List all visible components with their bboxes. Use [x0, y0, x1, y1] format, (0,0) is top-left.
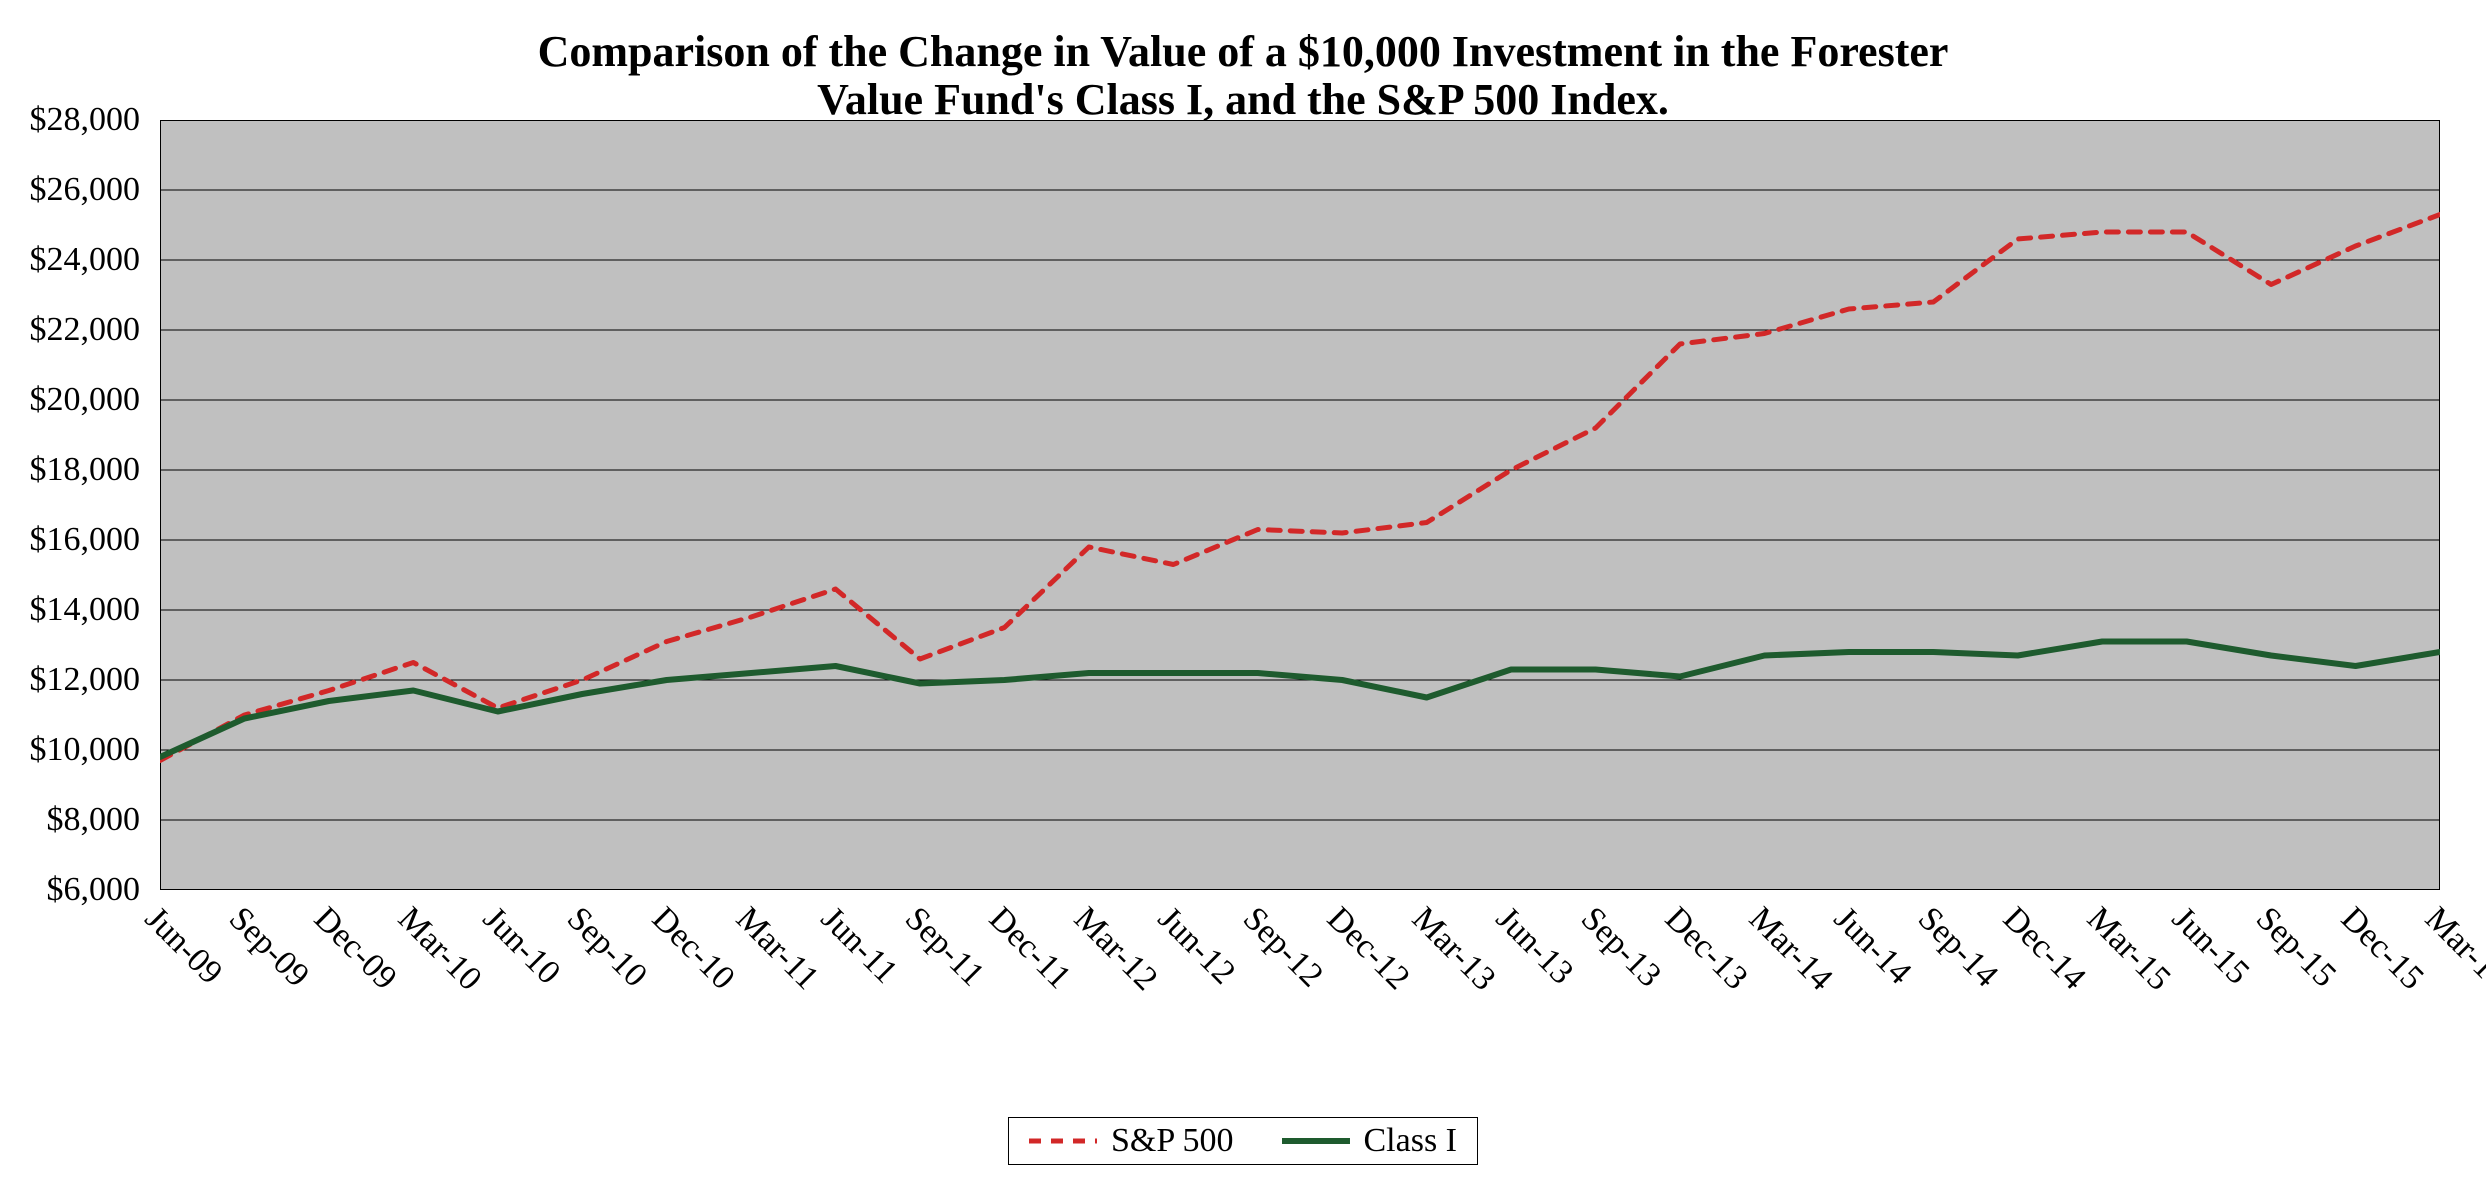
x-tick-label: Jun-11 [813, 900, 904, 991]
y-tick-label: $28,000 [30, 101, 141, 139]
y-tick-label: $22,000 [30, 311, 141, 349]
x-tick-label: Dec-10 [644, 900, 742, 998]
x-tick-label: Sep-11 [897, 900, 991, 994]
x-tick-label: Mar-13 [1404, 900, 1502, 998]
x-tick-label: Jun-13 [1488, 900, 1580, 992]
x-tick-label: Mar-10 [390, 900, 488, 998]
x-tick-label: Sep-09 [222, 900, 317, 995]
x-tick-label: Sep-12 [1235, 900, 1330, 995]
x-tick-label: Mar-16 [2417, 900, 2486, 998]
x-tick-label: Dec-13 [1657, 900, 1755, 998]
chart-container: Comparison of the Change in Value of a $… [0, 0, 2486, 1179]
x-tick-label: Sep-15 [2248, 900, 2343, 995]
y-tick-label: $12,000 [30, 661, 141, 699]
plot-area [160, 120, 2440, 890]
x-tick-label: Sep-13 [1573, 900, 1668, 995]
legend-item-sp500: S&P 500 [1029, 1122, 1234, 1160]
legend-swatch-class-i [1282, 1129, 1350, 1153]
x-tick-label: Mar-15 [2079, 900, 2177, 998]
x-tick-label: Dec-15 [2333, 900, 2431, 998]
y-axis-labels: $6,000$8,000$10,000$12,000$14,000$16,000… [0, 120, 150, 890]
y-tick-label: $24,000 [30, 241, 141, 279]
y-tick-label: $14,000 [30, 591, 141, 629]
y-tick-label: $6,000 [47, 871, 141, 909]
legend-item-class-i: Class I [1282, 1122, 1458, 1160]
legend-label-class-i: Class I [1364, 1122, 1458, 1160]
x-tick-label: Jun-09 [137, 900, 229, 992]
y-tick-label: $16,000 [30, 521, 141, 559]
legend: S&P 500 Class I [1008, 1117, 1478, 1165]
chart-title-line-1: Comparison of the Change in Value of a $… [538, 27, 1949, 76]
y-tick-label: $8,000 [47, 801, 141, 839]
x-tick-label: Jun-10 [475, 900, 567, 992]
x-tick-label: Mar-11 [728, 900, 826, 998]
x-tick-label: Dec-14 [1995, 900, 2093, 998]
x-tick-label: Jun-12 [1150, 900, 1242, 992]
x-tick-label: Mar-12 [1066, 900, 1164, 998]
x-tick-label: Sep-14 [1910, 900, 2005, 995]
chart-title: Comparison of the Change in Value of a $… [0, 28, 2486, 125]
legend-label-sp500: S&P 500 [1111, 1122, 1234, 1160]
x-tick-label: Sep-10 [559, 900, 654, 995]
legend-swatch-sp500 [1029, 1129, 1097, 1153]
x-tick-label: Dec-09 [306, 900, 404, 998]
chart-title-line-2: Value Fund's Class I, and the S&P 500 In… [817, 75, 1669, 124]
x-tick-label: Dec-11 [982, 900, 1079, 997]
y-tick-label: $18,000 [30, 451, 141, 489]
y-tick-label: $10,000 [30, 731, 141, 769]
y-tick-label: $20,000 [30, 381, 141, 419]
x-tick-label: Jun-14 [1826, 900, 1918, 992]
x-tick-label: Mar-14 [1742, 900, 1840, 998]
y-tick-label: $26,000 [30, 171, 141, 209]
plot-svg [160, 120, 2440, 890]
x-axis-labels: Jun-09Sep-09Dec-09Mar-10Jun-10Sep-10Dec-… [160, 900, 2440, 1080]
x-tick-label: Jun-15 [2164, 900, 2256, 992]
x-tick-label: Dec-12 [1319, 900, 1417, 998]
